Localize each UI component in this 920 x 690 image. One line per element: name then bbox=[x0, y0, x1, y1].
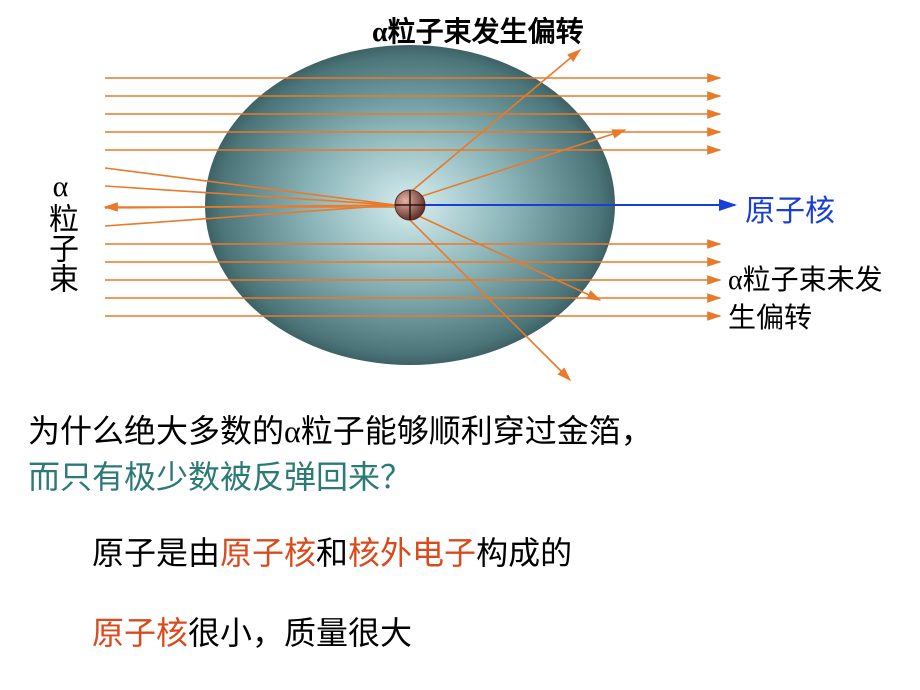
diagram-svg bbox=[0, 0, 920, 690]
question-text: 为什么绝大多数的α粒子能够顺利穿过金箔， 而只有极少数被反弹回来？ bbox=[28, 408, 653, 501]
text-part: 构成的 bbox=[476, 535, 572, 571]
text-part: 原子核 bbox=[92, 615, 188, 651]
label-alpha-beam: α粒子束 bbox=[38, 170, 82, 293]
text-part: 原子是由 bbox=[92, 535, 220, 571]
label-no-deflect-line1: α粒子束未发 bbox=[728, 258, 883, 298]
text-part: 和 bbox=[316, 535, 348, 571]
slide-canvas: α粒子束发生偏转 α粒子束 原子核 α粒子束未发 生偏转 为什么绝大多数的α粒子… bbox=[0, 0, 920, 690]
label-no-deflect-line2: 生偏转 bbox=[728, 296, 812, 336]
label-deflected: α粒子束发生偏转 bbox=[372, 10, 584, 50]
label-nucleus: 原子核 bbox=[745, 186, 835, 230]
question-line1: 为什么绝大多数的α粒子能够顺利穿过金箔， bbox=[28, 408, 653, 454]
question-line2: 而只有极少数被反弹回来？ bbox=[28, 454, 653, 500]
text-part: 核外电子 bbox=[348, 535, 476, 571]
text-part: 很小，质量很大 bbox=[188, 615, 412, 651]
text-part: 原子核 bbox=[220, 535, 316, 571]
answer-line1: 原子是由原子核和核外电子构成的 bbox=[92, 530, 572, 576]
answer-line2: 原子核很小，质量很大 bbox=[92, 610, 412, 656]
